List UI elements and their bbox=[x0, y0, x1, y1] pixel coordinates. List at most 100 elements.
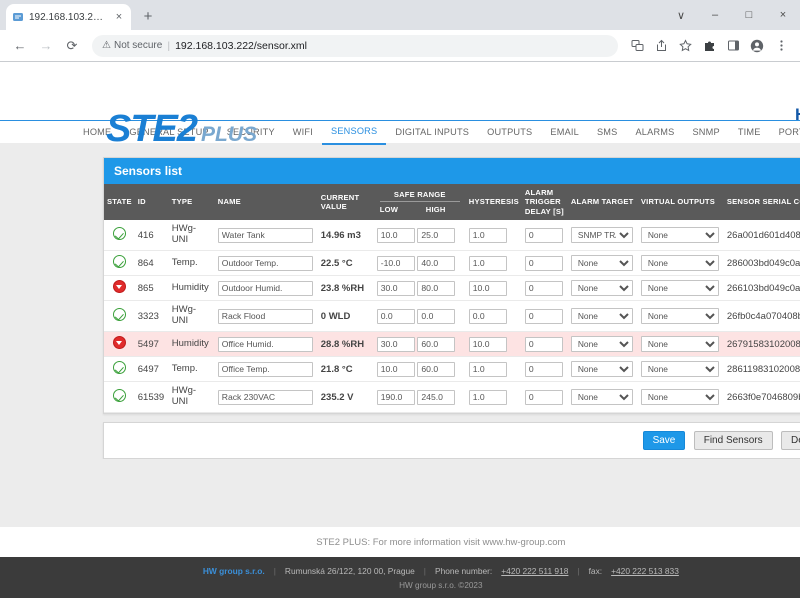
alarm-delay-input[interactable] bbox=[524, 389, 563, 405]
alarm-delay-input[interactable] bbox=[524, 227, 563, 243]
extensions-icon[interactable] bbox=[698, 34, 720, 58]
tab-close-icon[interactable]: × bbox=[115, 10, 123, 23]
share-icon[interactable] bbox=[650, 34, 672, 58]
safe-range-high-input[interactable] bbox=[417, 389, 456, 405]
safe-range-low-input[interactable] bbox=[376, 308, 415, 324]
page-spacer bbox=[0, 458, 800, 527]
footer-fax-link[interactable]: +420 222 513 833 bbox=[611, 566, 679, 576]
hysteresis-input[interactable] bbox=[468, 255, 507, 271]
row-id: 3323 bbox=[134, 300, 169, 333]
safe-range-low-input[interactable] bbox=[376, 280, 415, 296]
safe-range-high-input[interactable] bbox=[417, 227, 456, 243]
safe-range-high-input[interactable] bbox=[417, 336, 456, 352]
nav-item-outputs[interactable]: OUTPUTS bbox=[487, 126, 533, 137]
delete-all-button[interactable]: Delete all bbox=[780, 430, 800, 450]
virtual-outputs-select[interactable]: None bbox=[640, 361, 719, 378]
row-delay-cell bbox=[521, 220, 568, 252]
virtual-outputs-select[interactable]: None bbox=[640, 227, 719, 244]
nav-item-portal[interactable]: PORTAL bbox=[778, 126, 800, 137]
nav-item-snmp[interactable]: SNMP bbox=[692, 126, 720, 137]
sensor-name-input[interactable] bbox=[217, 389, 313, 405]
sensor-name-input[interactable] bbox=[217, 336, 313, 352]
hysteresis-input[interactable] bbox=[468, 280, 507, 296]
close-window-button[interactable]: × bbox=[779, 9, 787, 21]
hysteresis-input[interactable] bbox=[468, 389, 507, 405]
hysteresis-input[interactable] bbox=[468, 308, 507, 324]
sensor-name-input[interactable] bbox=[217, 361, 313, 377]
profile-icon[interactable] bbox=[746, 34, 768, 58]
virtual-outputs-select[interactable]: None bbox=[640, 389, 719, 406]
safe-range-high-input[interactable] bbox=[417, 308, 456, 324]
alarm-delay-input[interactable] bbox=[524, 308, 563, 324]
nav-item-security[interactable]: SECURITY bbox=[226, 126, 275, 137]
alarm-delay-input[interactable] bbox=[524, 361, 563, 377]
row-serial-code: 266103bd049c0ab9 bbox=[723, 275, 800, 302]
sensor-name-input[interactable] bbox=[217, 280, 313, 296]
bookmark-star-icon[interactable] bbox=[674, 34, 696, 58]
safe-range-low-input[interactable] bbox=[376, 389, 415, 405]
save-button[interactable]: Save bbox=[642, 430, 686, 450]
safe-range-low-input[interactable] bbox=[376, 227, 415, 243]
nav-item-email[interactable]: EMAIL bbox=[550, 126, 579, 137]
forward-icon[interactable]: → bbox=[39, 38, 53, 53]
tab-search-chevron-icon[interactable]: ∨ bbox=[676, 9, 686, 22]
row-safe-range-cell bbox=[373, 381, 466, 413]
maximize-button[interactable]: □ bbox=[745, 9, 753, 21]
alarm-delay-input[interactable] bbox=[524, 280, 563, 296]
row-serial-code: 26791583102008d9 bbox=[723, 331, 800, 358]
translate-icon[interactable] bbox=[626, 34, 648, 58]
not-secure-indicator[interactable]: ⚠ Not secure bbox=[102, 40, 162, 51]
alarm-target-select[interactable]: SNMP TRAPs bbox=[570, 227, 633, 244]
safe-range-low-input[interactable] bbox=[376, 361, 415, 377]
alarm-delay-input[interactable] bbox=[524, 255, 563, 271]
row-virtual-outputs-cell: None bbox=[637, 300, 724, 333]
menu-icon[interactable] bbox=[770, 34, 792, 58]
virtual-outputs-select[interactable]: None bbox=[640, 336, 719, 353]
new-tab-button[interactable]: + bbox=[143, 8, 153, 25]
back-icon[interactable]: ← bbox=[13, 38, 27, 53]
browser-tab[interactable]: 192.168.103.222/sensor.xml × bbox=[6, 4, 131, 30]
alarm-delay-input[interactable] bbox=[524, 336, 563, 352]
sensors-list-panel: Sensors list STATE ID TYPE NAME CURRENT … bbox=[103, 157, 800, 414]
footer-phone-link[interactable]: +420 222 511 918 bbox=[501, 566, 569, 576]
row-serial-code: 286119831020087d bbox=[723, 356, 800, 383]
safe-range-high-input[interactable] bbox=[417, 255, 456, 271]
nav-item-sms[interactable]: SMS bbox=[596, 126, 618, 137]
virtual-outputs-select[interactable]: None bbox=[640, 280, 719, 297]
hw-group-logo: HW group ® bbox=[795, 106, 800, 123]
nav-item-time[interactable]: TIME bbox=[737, 126, 761, 137]
nav-item-digital-inputs[interactable]: DIGITAL INPUTS bbox=[395, 126, 470, 137]
alarm-target-select[interactable]: None bbox=[570, 389, 633, 406]
safe-range-high-input[interactable] bbox=[417, 280, 456, 296]
row-type: Temp. bbox=[168, 250, 215, 277]
row-name-cell bbox=[214, 331, 318, 358]
safe-range-low-input[interactable] bbox=[376, 336, 415, 352]
nav-item-wifi[interactable]: WIFI bbox=[292, 126, 313, 137]
minimize-button[interactable]: – bbox=[711, 9, 719, 21]
nav-item-alarms[interactable]: ALARMS bbox=[635, 126, 675, 137]
sensor-name-input[interactable] bbox=[217, 227, 313, 243]
hysteresis-input[interactable] bbox=[468, 227, 507, 243]
alarm-target-select[interactable]: None bbox=[570, 255, 633, 272]
alarm-target-select[interactable]: None bbox=[570, 336, 633, 353]
nav-item-general-setup[interactable]: GENERAL SETUP bbox=[129, 126, 209, 137]
hysteresis-input[interactable] bbox=[468, 361, 507, 377]
reload-icon[interactable]: ⟳ bbox=[66, 37, 78, 53]
nav-item-home[interactable]: HOME bbox=[83, 126, 112, 137]
alarm-target-select[interactable]: None bbox=[570, 308, 633, 325]
virtual-outputs-select[interactable]: None bbox=[640, 308, 719, 325]
sensor-name-input[interactable] bbox=[217, 308, 313, 324]
hysteresis-input[interactable] bbox=[468, 336, 507, 352]
alarm-target-select[interactable]: None bbox=[570, 361, 633, 378]
side-panel-icon[interactable] bbox=[722, 34, 744, 58]
safe-range-high-input[interactable] bbox=[417, 361, 456, 377]
nav-item-sensors[interactable]: SENSORS bbox=[322, 120, 387, 145]
sensor-name-input[interactable] bbox=[217, 255, 313, 271]
address-bar[interactable]: ⚠ Not secure | 192.168.103.222/sensor.xm… bbox=[92, 34, 618, 57]
safe-range-low-input[interactable] bbox=[376, 255, 415, 271]
virtual-outputs-select[interactable]: None bbox=[640, 255, 719, 272]
alarm-target-select[interactable]: None bbox=[570, 280, 633, 297]
find-sensors-button[interactable]: Find Sensors bbox=[693, 430, 773, 450]
logo-number: 2 bbox=[176, 108, 198, 150]
